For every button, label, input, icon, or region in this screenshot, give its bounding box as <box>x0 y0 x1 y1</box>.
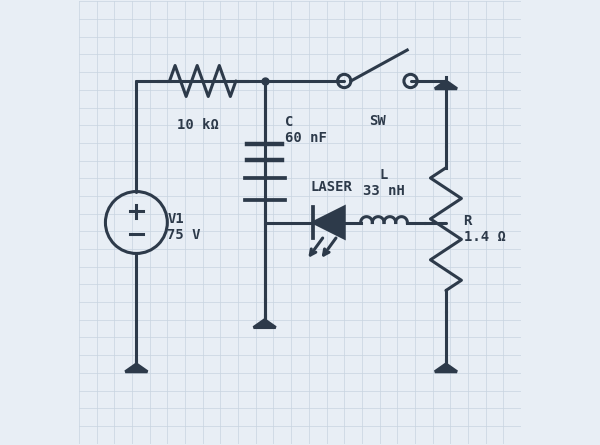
Text: LASER: LASER <box>310 180 352 194</box>
Text: R
1.4 Ω: R 1.4 Ω <box>464 214 505 244</box>
Text: C
60 nF: C 60 nF <box>284 114 326 145</box>
Text: SW: SW <box>369 114 386 128</box>
Polygon shape <box>435 81 457 89</box>
Polygon shape <box>435 364 457 372</box>
Polygon shape <box>254 320 275 328</box>
Text: V1
75 V: V1 75 V <box>167 212 201 242</box>
Polygon shape <box>125 364 148 372</box>
Polygon shape <box>313 207 344 238</box>
Text: 10 kΩ: 10 kΩ <box>178 118 219 132</box>
Text: L
33 nH: L 33 nH <box>363 168 405 198</box>
